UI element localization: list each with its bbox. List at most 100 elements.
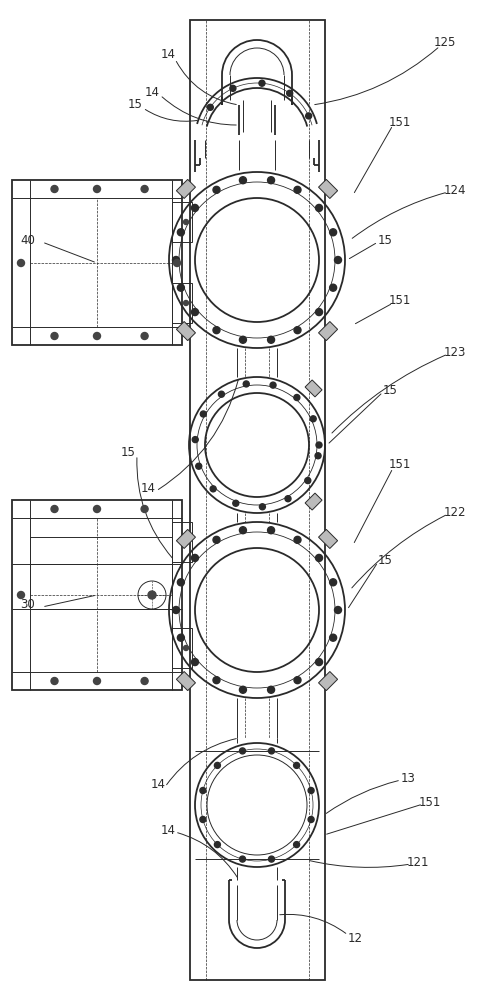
Circle shape xyxy=(214,842,220,848)
Polygon shape xyxy=(176,529,195,548)
Circle shape xyxy=(288,91,292,95)
Text: 15: 15 xyxy=(383,383,398,396)
Circle shape xyxy=(231,86,235,90)
Circle shape xyxy=(173,259,180,266)
Circle shape xyxy=(51,186,58,192)
Circle shape xyxy=(240,336,247,343)
Circle shape xyxy=(213,536,220,543)
Polygon shape xyxy=(319,672,337,691)
Circle shape xyxy=(315,453,321,459)
Text: 151: 151 xyxy=(389,294,411,306)
Circle shape xyxy=(294,186,301,193)
Polygon shape xyxy=(319,322,337,341)
Circle shape xyxy=(267,527,274,534)
Polygon shape xyxy=(305,380,322,397)
Circle shape xyxy=(210,486,216,492)
Circle shape xyxy=(191,554,198,561)
Circle shape xyxy=(310,416,316,422)
Circle shape xyxy=(141,186,148,192)
Circle shape xyxy=(191,204,198,211)
Circle shape xyxy=(172,606,179,613)
Circle shape xyxy=(148,591,156,599)
Text: 14: 14 xyxy=(141,482,156,494)
Circle shape xyxy=(93,332,100,340)
Circle shape xyxy=(305,478,311,484)
Circle shape xyxy=(213,186,220,193)
Circle shape xyxy=(177,229,184,236)
Circle shape xyxy=(243,381,249,387)
Circle shape xyxy=(330,284,336,291)
Bar xyxy=(12,500,182,690)
Circle shape xyxy=(294,395,300,401)
Circle shape xyxy=(267,686,274,693)
Circle shape xyxy=(334,256,341,263)
Text: 14: 14 xyxy=(161,48,175,62)
Text: 15: 15 xyxy=(121,446,136,458)
Circle shape xyxy=(51,678,58,684)
Circle shape xyxy=(93,506,100,512)
Text: 151: 151 xyxy=(389,458,411,472)
Circle shape xyxy=(334,606,341,613)
Circle shape xyxy=(183,220,188,225)
Bar xyxy=(172,522,192,562)
Text: 14: 14 xyxy=(161,824,175,836)
Circle shape xyxy=(307,114,311,118)
Circle shape xyxy=(330,634,336,641)
Circle shape xyxy=(213,327,220,334)
Circle shape xyxy=(287,90,293,96)
Circle shape xyxy=(141,506,148,512)
Circle shape xyxy=(192,437,198,443)
Circle shape xyxy=(268,856,274,862)
Circle shape xyxy=(316,204,323,211)
Circle shape xyxy=(233,500,239,506)
Circle shape xyxy=(172,256,179,263)
Circle shape xyxy=(213,677,220,684)
Circle shape xyxy=(285,496,291,502)
Text: 14: 14 xyxy=(151,778,166,792)
Text: 30: 30 xyxy=(20,598,35,611)
Text: 125: 125 xyxy=(434,35,456,48)
Circle shape xyxy=(141,332,148,340)
Circle shape xyxy=(177,634,184,641)
Polygon shape xyxy=(176,322,195,341)
Bar xyxy=(30,537,172,564)
Polygon shape xyxy=(176,672,195,691)
Circle shape xyxy=(259,504,265,510)
Circle shape xyxy=(200,411,206,417)
Circle shape xyxy=(200,816,206,822)
Circle shape xyxy=(93,678,100,684)
Circle shape xyxy=(270,382,276,388)
Circle shape xyxy=(191,309,198,316)
Circle shape xyxy=(316,442,322,448)
Circle shape xyxy=(207,104,213,110)
Text: 15: 15 xyxy=(378,554,393,566)
Circle shape xyxy=(17,259,24,266)
Circle shape xyxy=(260,81,264,85)
Text: 40: 40 xyxy=(20,233,35,246)
Polygon shape xyxy=(176,179,195,198)
Circle shape xyxy=(219,391,225,397)
Polygon shape xyxy=(319,179,337,198)
Circle shape xyxy=(294,842,300,848)
Circle shape xyxy=(267,336,274,343)
Bar xyxy=(190,20,325,980)
Circle shape xyxy=(191,659,198,666)
Bar xyxy=(30,564,172,609)
Circle shape xyxy=(230,85,236,91)
Circle shape xyxy=(177,284,184,291)
Text: 15: 15 xyxy=(378,233,393,246)
Text: 12: 12 xyxy=(347,932,362,944)
Bar xyxy=(172,202,192,242)
Text: 151: 151 xyxy=(419,796,441,808)
Circle shape xyxy=(308,788,314,794)
Circle shape xyxy=(316,554,323,561)
Bar xyxy=(172,628,192,668)
Text: 14: 14 xyxy=(145,86,160,99)
Circle shape xyxy=(141,678,148,684)
Circle shape xyxy=(214,762,220,768)
Circle shape xyxy=(308,816,314,822)
Circle shape xyxy=(294,536,301,543)
Circle shape xyxy=(200,788,206,794)
Circle shape xyxy=(51,506,58,512)
Circle shape xyxy=(267,177,274,184)
